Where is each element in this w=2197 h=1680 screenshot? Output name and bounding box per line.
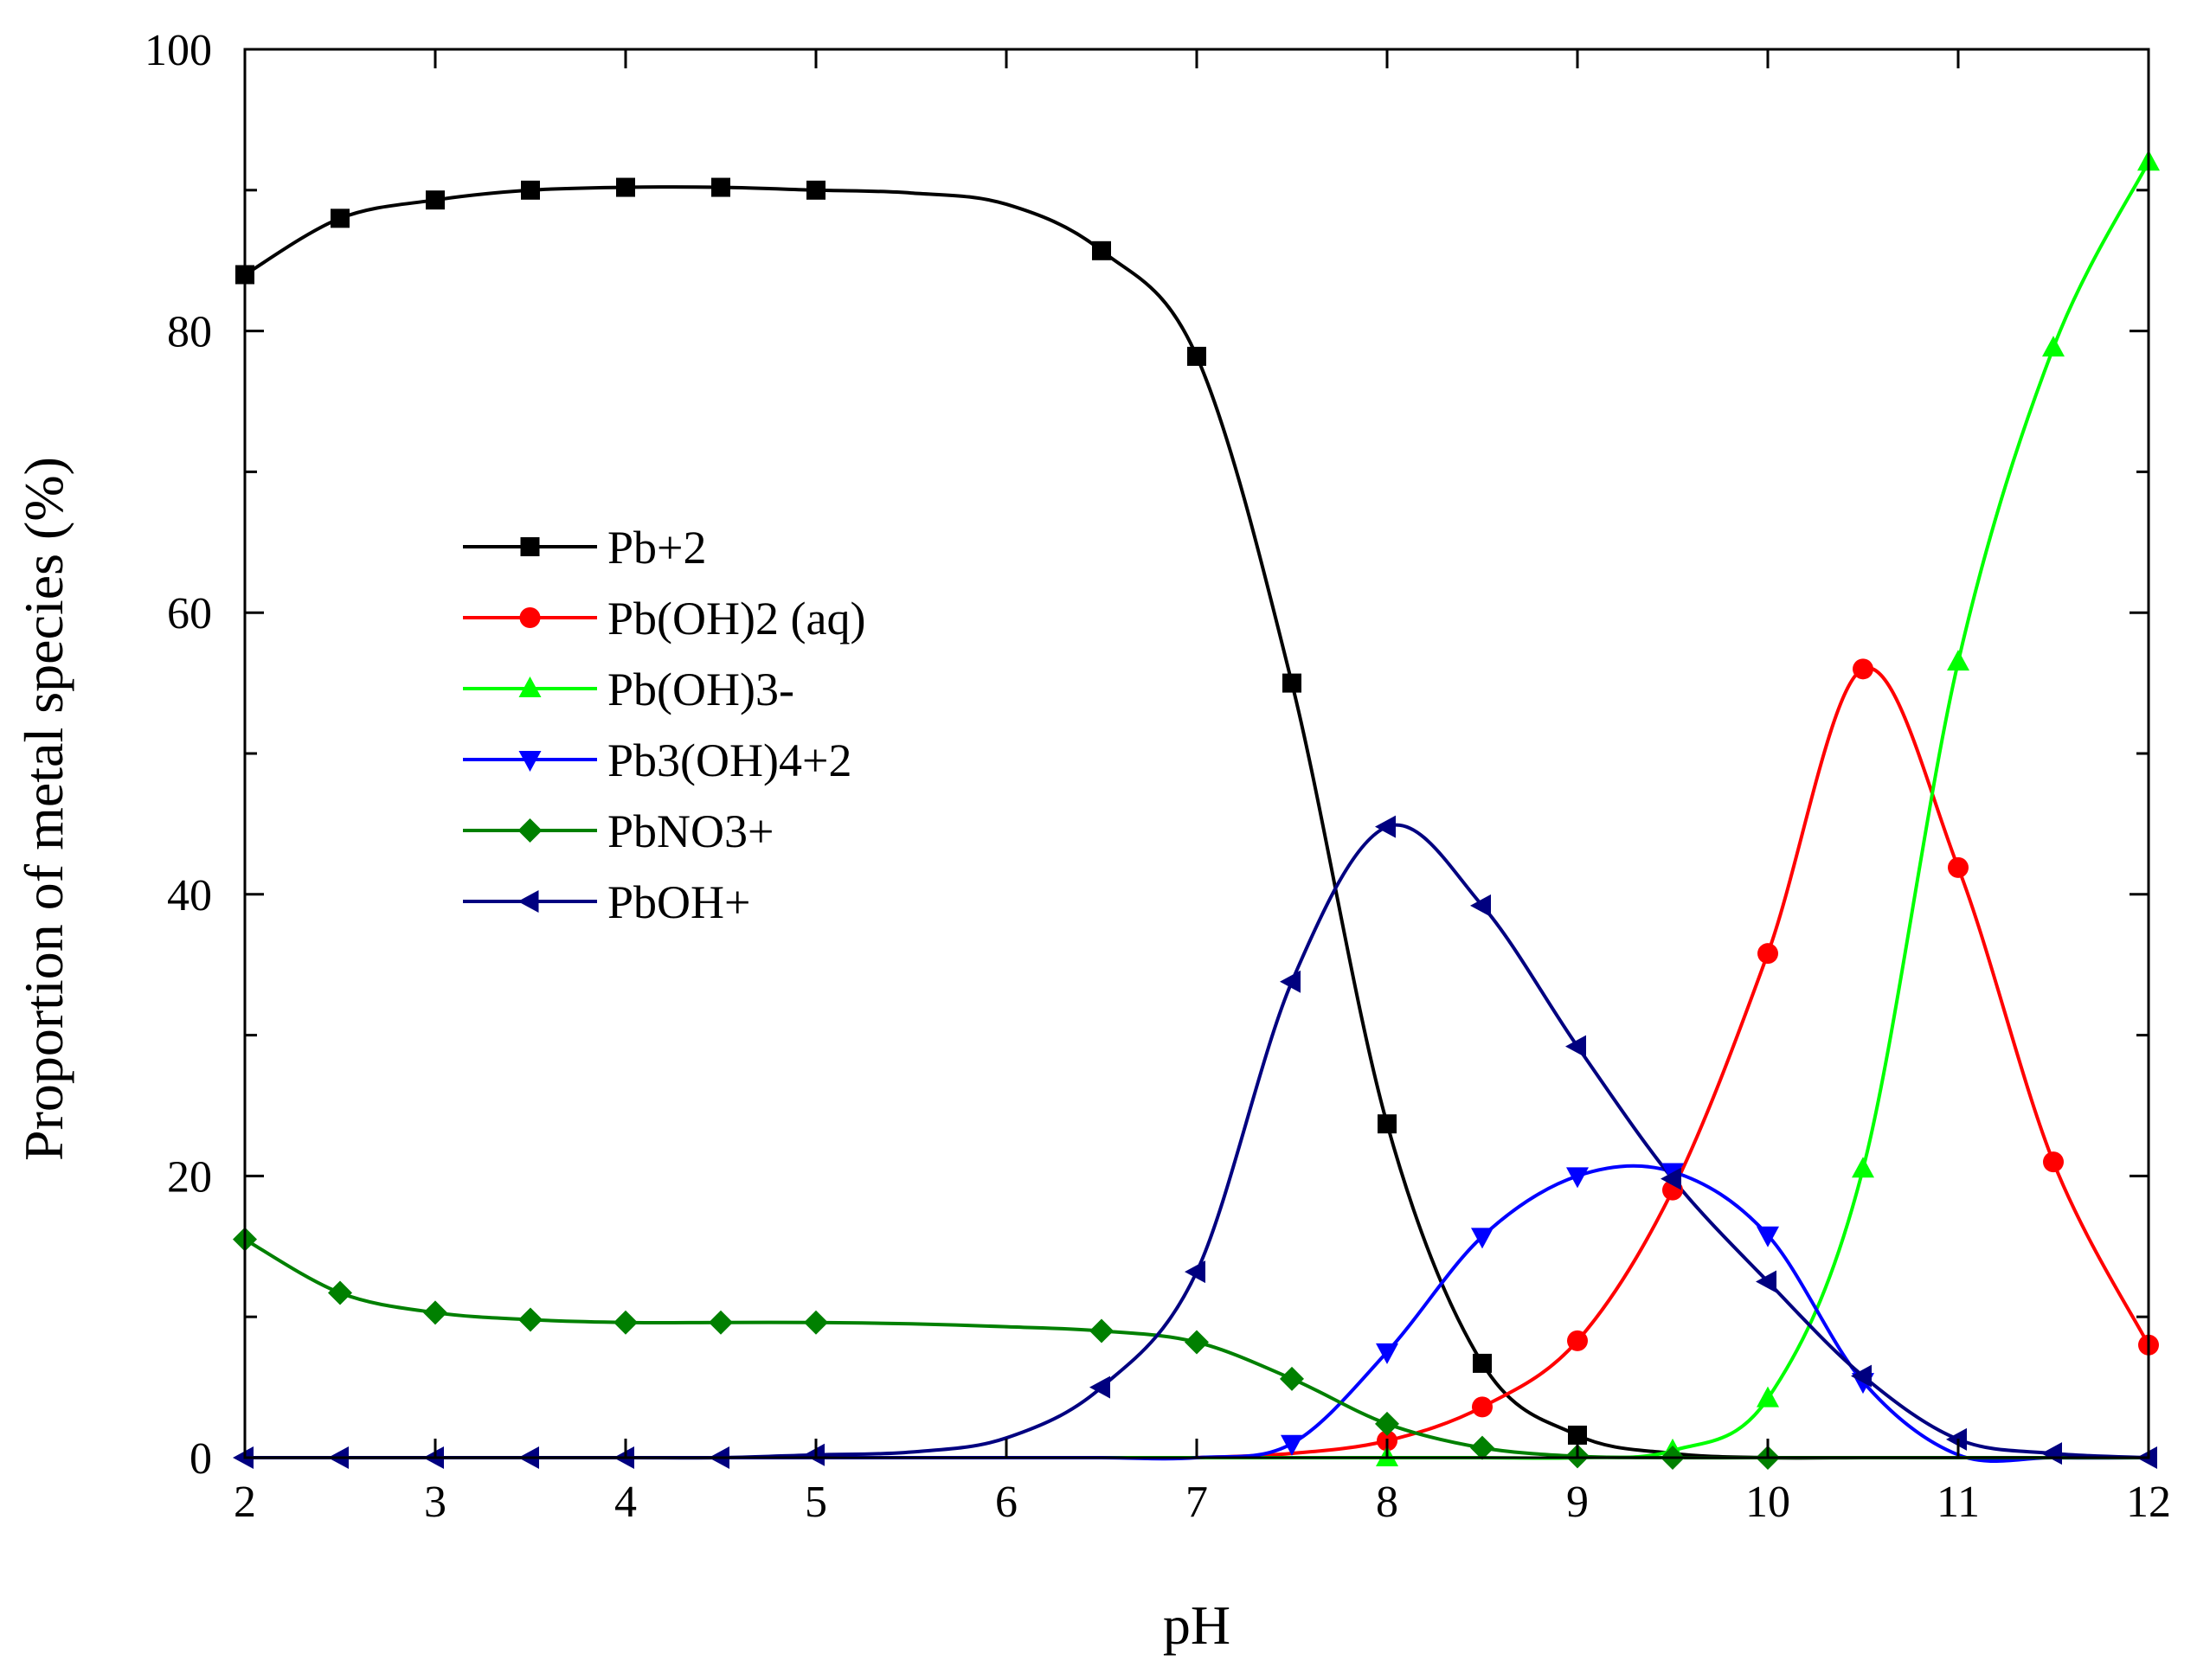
legend-label: Pb3(OH)4+2 <box>607 734 851 786</box>
series-line-1 <box>1196 666 2150 1459</box>
data-point-4 <box>613 1310 638 1335</box>
data-point-1 <box>1853 658 1873 680</box>
data-point-0 <box>521 180 540 200</box>
marker-layer <box>233 150 2160 1470</box>
y-tick-labels: 0 20 40 60 80 100 <box>145 26 212 1484</box>
data-point-2 <box>2042 336 2065 357</box>
data-point-4 <box>1185 1330 1209 1355</box>
data-point-0 <box>1473 1353 1492 1373</box>
x-tick-label: 4 <box>614 1478 637 1527</box>
data-point-0 <box>1092 240 1111 260</box>
x-tick-label: 3 <box>424 1478 446 1527</box>
legend-label: PbNO3+ <box>607 805 774 857</box>
y-axis-label: Proportion of metal species (%) <box>13 457 74 1161</box>
data-point-1 <box>1472 1396 1493 1418</box>
data-point-4 <box>328 1280 352 1305</box>
data-point-5 <box>1185 1260 1205 1284</box>
data-point-1 <box>1948 856 1969 878</box>
data-point-0 <box>1568 1425 1587 1445</box>
data-point-2 <box>1757 1386 1779 1407</box>
x-tick-label: 11 <box>1937 1478 1980 1527</box>
legend-marker <box>520 537 540 556</box>
data-point-5 <box>1756 1270 1776 1293</box>
data-point-5 <box>1280 970 1301 993</box>
data-point-4 <box>1375 1411 1399 1436</box>
legend-marker <box>517 818 543 843</box>
legend-label: PbOH+ <box>607 876 750 928</box>
data-point-4 <box>423 1300 447 1325</box>
data-point-0 <box>711 177 730 197</box>
data-point-4 <box>1280 1366 1304 1391</box>
data-point-4 <box>804 1310 828 1335</box>
data-point-3 <box>1757 1226 1779 1247</box>
data-point-5 <box>804 1443 825 1466</box>
x-tick-label: 9 <box>1566 1478 1589 1527</box>
data-point-5 <box>1661 1167 1681 1190</box>
legend-marker <box>519 607 541 628</box>
x-tick-label: 2 <box>234 1478 256 1527</box>
data-point-5 <box>1946 1427 1967 1451</box>
data-point-5 <box>1565 1035 1586 1058</box>
x-tick-label: 10 <box>1745 1478 1790 1527</box>
legend-label: Pb+2 <box>607 522 707 574</box>
data-point-3 <box>1281 1434 1303 1456</box>
data-point-2 <box>1947 650 1969 671</box>
axis-ticks <box>243 48 2150 1459</box>
data-point-0 <box>1282 673 1301 693</box>
data-point-0 <box>331 208 350 228</box>
data-point-3 <box>1566 1167 1589 1189</box>
data-point-5 <box>2041 1442 2062 1465</box>
legend-marker <box>517 890 539 913</box>
data-point-0 <box>806 180 825 200</box>
x-tick-label: 12 <box>2126 1478 2171 1527</box>
data-point-4 <box>1089 1318 1114 1343</box>
x-axis-label: pH <box>1163 1594 1230 1656</box>
data-point-0 <box>426 190 445 210</box>
legend-label: Pb(OH)3- <box>607 664 794 715</box>
legend: Pb+2 Pb(OH)2 (aq) Pb(OH)3- Pb3(OH)4+2 PbNO3+… <box>463 522 865 928</box>
data-point-0 <box>1187 346 1206 366</box>
data-point-5 <box>1375 815 1396 838</box>
x-tick-label: 6 <box>995 1478 1018 1527</box>
legend-marker <box>518 676 542 697</box>
data-point-1 <box>1757 943 1778 965</box>
x-tick-label: 5 <box>805 1478 827 1527</box>
data-point-3 <box>1376 1343 1398 1364</box>
legend-marker <box>518 751 542 772</box>
x-tick-labels: 2 3 4 5 6 7 8 9 10 11 12 <box>234 1478 2171 1527</box>
data-point-5 <box>1851 1364 1872 1388</box>
plot-frame <box>243 48 2150 1459</box>
x-tick-label: 7 <box>1185 1478 1208 1527</box>
y-tick-label: 0 <box>190 1434 212 1484</box>
data-point-0 <box>616 177 635 197</box>
data-point-4 <box>709 1310 733 1335</box>
y-tick-label: 20 <box>167 1152 212 1202</box>
data-point-0 <box>1378 1114 1397 1134</box>
y-tick-label: 60 <box>167 589 212 638</box>
y-tick-label: 40 <box>167 871 212 920</box>
y-tick-label: 80 <box>167 308 212 357</box>
data-point-3 <box>1471 1228 1494 1249</box>
data-point-1 <box>1567 1330 1588 1351</box>
data-point-5 <box>1089 1375 1110 1399</box>
data-point-2 <box>1852 1157 1874 1178</box>
data-point-1 <box>2043 1151 2064 1173</box>
data-point-4 <box>518 1307 543 1332</box>
data-point-4 <box>1470 1435 1494 1460</box>
data-point-5 <box>1470 894 1491 917</box>
data-point-5 <box>233 1446 254 1469</box>
y-tick-label: 100 <box>145 26 212 75</box>
x-tick-label: 8 <box>1376 1478 1398 1527</box>
legend-label: Pb(OH)2 (aq) <box>607 593 865 644</box>
